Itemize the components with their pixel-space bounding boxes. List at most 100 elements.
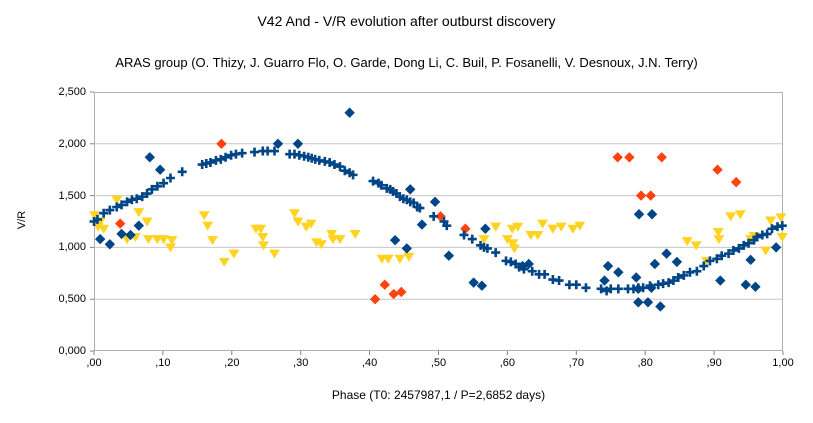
yellow-triangles-marker — [166, 236, 178, 246]
orange-diamonds-marker — [114, 218, 126, 229]
blue-diamonds-marker — [116, 228, 127, 240]
blue-plus-mean-curve-marker — [340, 166, 350, 176]
blue-diamonds-marker — [631, 272, 642, 283]
blue-plus-mean-curve-marker — [717, 251, 727, 261]
blue-diamonds-marker — [633, 297, 644, 308]
blue-plus-mean-curve-marker — [105, 205, 115, 215]
y-tick-label: 2,500 — [58, 86, 86, 98]
blue-plus-mean-curve-marker — [376, 180, 386, 190]
yellow-triangles-marker — [327, 235, 339, 245]
blue-plus-mean-curve-marker — [147, 184, 157, 194]
yellow-triangles-marker — [89, 211, 101, 221]
blue-plus-mean-curve-marker — [467, 234, 477, 244]
yellow-triangles-marker — [257, 233, 269, 243]
yellow-triangles-marker — [255, 224, 267, 234]
yellow-triangles-marker — [133, 208, 145, 218]
blue-plus-mean-curve-marker — [664, 278, 674, 288]
y-tick-label: 1,500 — [58, 189, 86, 202]
yellow-triangles-marker — [775, 213, 787, 223]
blue-plus-mean-curve-marker — [777, 221, 787, 231]
yellow-triangles-marker — [508, 244, 520, 254]
blue-diamonds-marker — [443, 250, 455, 261]
blue-plus-mean-curve-marker — [250, 147, 260, 157]
x-tick-label: 1,00 — [772, 357, 794, 369]
blue-diamonds-marker — [272, 138, 284, 149]
blue-diamonds-marker — [95, 233, 106, 245]
yellow-triangles-marker — [198, 211, 210, 221]
blue-plus-mean-curve-marker — [368, 176, 378, 186]
yellow-triangles-marker — [326, 229, 338, 239]
yellow-triangles-marker — [218, 257, 230, 267]
blue-diamonds-marker — [144, 152, 156, 163]
blue-plus-mean-curve-marker — [724, 249, 734, 259]
blue-diamonds-marker — [599, 275, 610, 286]
x-tick-label: ,40 — [361, 357, 378, 369]
blue-diamonds-marker — [476, 280, 488, 291]
blue-plus-mean-curve-marker — [429, 211, 439, 221]
x-tick-label: ,00 — [86, 357, 102, 369]
blue-plus-mean-curve-marker — [712, 254, 722, 264]
blue-diamonds-marker — [646, 209, 658, 220]
yellow-triangles-marker — [525, 230, 537, 240]
blue-diamonds-marker — [655, 301, 666, 312]
blue-plus-mean-curve-marker — [739, 240, 749, 250]
yellow-triangles-marker — [403, 252, 415, 262]
blue-plus-mean-curve-marker — [482, 243, 492, 253]
blue-plus-mean-curve-marker — [92, 214, 102, 224]
blue-plus-mean-curve-marker — [329, 160, 339, 170]
yellow-triangles-marker — [712, 227, 724, 237]
blue-diamonds-marker — [429, 196, 441, 208]
blue-diamonds-marker — [750, 281, 761, 292]
blue-plus-mean-curve-marker — [699, 261, 709, 271]
blue-plus-mean-curve-marker — [122, 197, 132, 207]
blue-plus-mean-curve-marker — [645, 281, 655, 291]
blue-plus-mean-curve-marker — [638, 283, 648, 293]
x-tick-label: ,10 — [155, 357, 171, 369]
blue-plus-mean-curve-marker — [613, 284, 623, 294]
blue-diamonds-marker — [292, 138, 304, 149]
yellow-triangles-marker — [158, 235, 170, 245]
orange-diamonds-marker — [216, 138, 227, 149]
orange-diamonds-marker — [388, 288, 399, 300]
yellow-triangles-marker — [98, 224, 110, 234]
x-tick-label: ,70 — [568, 357, 584, 369]
blue-plus-mean-curve-marker — [527, 266, 537, 276]
blue-diamonds-marker — [125, 229, 136, 241]
blue-diamonds-marker — [745, 254, 756, 266]
yellow-triangles-marker — [725, 212, 737, 222]
blue-plus-mean-curve-marker — [442, 221, 452, 231]
blue-plus-mean-curve-marker — [177, 167, 187, 177]
yellow-triangles-marker — [269, 249, 281, 259]
blue-diamonds-marker — [671, 256, 683, 268]
blue-plus-mean-curve-marker — [571, 280, 581, 290]
yellow-triangles-marker — [501, 235, 513, 245]
blue-plus-mean-curve-marker — [132, 194, 142, 204]
blue-plus-mean-curve-marker — [734, 243, 744, 253]
scatter-plot-svg — [89, 91, 788, 355]
blue-plus-mean-curve-marker — [415, 203, 425, 213]
blue-diamonds-marker — [523, 258, 534, 270]
blue-diamonds-marker — [661, 248, 672, 259]
blue-plus-mean-curve-marker — [679, 270, 689, 280]
y-axis-title: V/R — [16, 210, 29, 230]
x-tick-label: ,90 — [706, 357, 722, 369]
chart-title: V42 And - V/R evolution after outburst d… — [257, 13, 556, 29]
x-tick-label: ,60 — [499, 357, 516, 369]
blue-plus-mean-curve-marker — [705, 256, 715, 266]
yellow-triangles-marker — [490, 222, 502, 232]
orange-diamonds-marker — [730, 176, 742, 188]
yellow-triangles-marker — [207, 236, 219, 246]
blue-plus-mean-curve-marker — [335, 162, 345, 172]
blue-diamonds-marker — [480, 223, 491, 234]
blue-plus-mean-curve-marker — [514, 262, 524, 272]
orange-diamonds-marker — [656, 152, 667, 163]
blue-diamonds-marker — [416, 219, 428, 230]
blue-plus-mean-curve-marker — [606, 284, 616, 294]
blue-plus-mean-curve-marker — [99, 208, 109, 218]
y-tick-label: 2,000 — [58, 137, 86, 150]
y-tick-label: 0,000 — [58, 345, 86, 357]
yellow-triangles-marker — [555, 222, 567, 232]
yellow-triangles-marker — [690, 241, 702, 251]
yellow-triangles-marker — [681, 237, 693, 247]
yellow-triangles-marker — [532, 230, 544, 240]
